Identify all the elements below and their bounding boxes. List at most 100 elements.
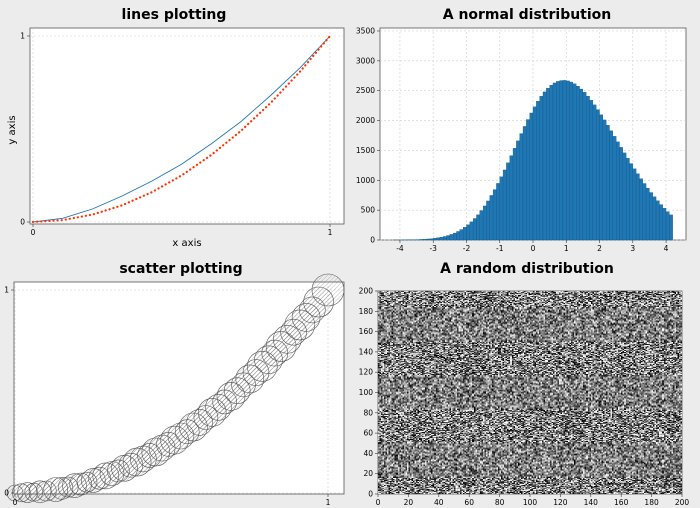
histogram-bar xyxy=(489,195,494,241)
histogram-bar xyxy=(559,80,564,241)
histogram-bar xyxy=(496,183,500,241)
scatter-plot-points xyxy=(6,273,345,504)
histogram-bar xyxy=(586,95,590,241)
x-tick-label: -4 xyxy=(396,244,404,253)
histogram-bar xyxy=(609,130,613,241)
y-tick-label: 1500 xyxy=(356,146,375,155)
x-tick-label: 160 xyxy=(614,498,629,507)
lines-plot-title: lines plotting xyxy=(122,7,227,23)
histogram-bar xyxy=(479,210,484,241)
histogram-bar xyxy=(546,88,550,241)
scatter-plot-grid xyxy=(14,282,344,494)
histogram-bar xyxy=(446,235,450,241)
y-tick-label: 0 xyxy=(4,489,9,498)
histogram-bars xyxy=(393,80,673,241)
histogram-bar xyxy=(509,155,514,241)
histogram-bar xyxy=(642,183,647,241)
y-tick-label: 0 xyxy=(20,218,25,227)
series-line-2 xyxy=(31,34,332,224)
y-tick-label: 200 xyxy=(359,287,374,296)
x-tick-label: 140 xyxy=(584,498,599,507)
histogram-bar xyxy=(453,232,457,241)
histogram-bar xyxy=(532,106,537,241)
histogram-bar xyxy=(482,205,487,241)
y-tick-label: 100 xyxy=(359,388,374,397)
histogram-bar xyxy=(602,119,607,241)
x-tick-label: 20 xyxy=(404,498,414,507)
lines-plot-area xyxy=(29,27,345,225)
histogram-bar xyxy=(572,83,577,241)
histogram-bar xyxy=(486,200,490,241)
histogram-bar xyxy=(443,236,447,241)
histogram-bar xyxy=(433,238,437,241)
histogram-bar xyxy=(502,169,507,241)
histogram-bar xyxy=(622,152,627,241)
heatmap-ticks: 0 20 40 60 80 100 120 140 160 180 200 0 20 40 60 80 100 1… xyxy=(359,287,690,508)
histogram-bar xyxy=(659,204,663,241)
histogram-bar xyxy=(539,96,544,241)
y-axis-label: y axis xyxy=(7,115,18,144)
histogram-bar xyxy=(519,133,524,241)
x-tick-label: 120 xyxy=(553,498,568,507)
x-tick-label: -1 xyxy=(496,244,504,253)
histogram-bar xyxy=(476,214,480,241)
x-tick-label: 1 xyxy=(564,244,569,253)
x-tick-label: 180 xyxy=(644,498,659,507)
histogram-bar xyxy=(456,231,460,241)
x-axis-label: x axis xyxy=(172,238,201,249)
histogram-bar xyxy=(429,238,434,241)
histogram-bar xyxy=(459,229,464,241)
y-tick-label: 140 xyxy=(359,347,374,356)
histogram-bar xyxy=(576,86,580,241)
y-tick-label: 1 xyxy=(4,286,9,295)
x-tick-label: 3 xyxy=(630,244,635,253)
y-tick-label: 60 xyxy=(363,429,373,438)
histogram-bar xyxy=(665,211,670,241)
histogram-bar xyxy=(655,200,660,241)
y-tick-label: 180 xyxy=(359,307,374,316)
scatter-point xyxy=(311,273,345,307)
histogram-bar xyxy=(522,126,527,241)
histogram-bar xyxy=(662,208,667,241)
y-tick-label: 0 xyxy=(370,236,375,245)
histogram-bar xyxy=(536,101,540,241)
lines-plot-grid xyxy=(30,28,344,224)
histogram-bar xyxy=(639,178,643,241)
y-tick-label: 1000 xyxy=(356,176,375,185)
x-tick-label: 200 xyxy=(675,498,690,507)
y-tick-label: 3500 xyxy=(356,26,375,35)
histogram-bar xyxy=(625,158,630,241)
random-distribution-title: A random distribution xyxy=(440,261,614,277)
histogram-bar xyxy=(462,227,467,241)
scatter-plot-title: scatter plotting xyxy=(119,261,242,277)
lines-plot-series xyxy=(31,34,332,224)
histogram-bar xyxy=(629,163,633,241)
y-tick-label: 1 xyxy=(20,32,25,41)
lines-plot-ticks: 0 1 0 1 xyxy=(20,32,332,238)
histogram-bar xyxy=(499,176,504,241)
x-tick-label: -3 xyxy=(429,244,437,253)
y-tick-label: 120 xyxy=(359,368,374,377)
histogram-bar xyxy=(582,92,587,241)
histogram-bar xyxy=(472,218,477,241)
series-line-1 xyxy=(32,35,331,223)
histogram-bar xyxy=(596,109,600,241)
x-tick-label: 4 xyxy=(664,244,669,253)
scatter-plot-ticks: 0 1 0 1 xyxy=(4,286,330,508)
histogram-bar xyxy=(562,80,567,241)
histogram-bar xyxy=(592,104,597,241)
histogram-bar xyxy=(556,81,560,241)
histogram-bar xyxy=(469,221,474,241)
histogram-bar xyxy=(669,214,673,241)
normal-distribution-panel: A normal distribution -4 -3 -2 -1 0 1 2 3 4 0 500 1… xyxy=(356,7,687,253)
scatter-plot-panel: scatter plotting 0 1 0 1 xyxy=(4,261,345,508)
random-heatmap-image xyxy=(378,291,682,494)
histogram-bar xyxy=(436,237,441,241)
histogram-bar xyxy=(466,224,470,241)
histogram-bar xyxy=(566,80,570,241)
y-tick-label: 2000 xyxy=(356,116,375,125)
histogram-bar xyxy=(492,189,497,241)
histogram-ticks: -4 -3 -2 -1 0 1 2 3 4 0 500 1000 1500 2000 2500 3000 350… xyxy=(356,26,669,253)
y-tick-label: 20 xyxy=(363,469,373,478)
